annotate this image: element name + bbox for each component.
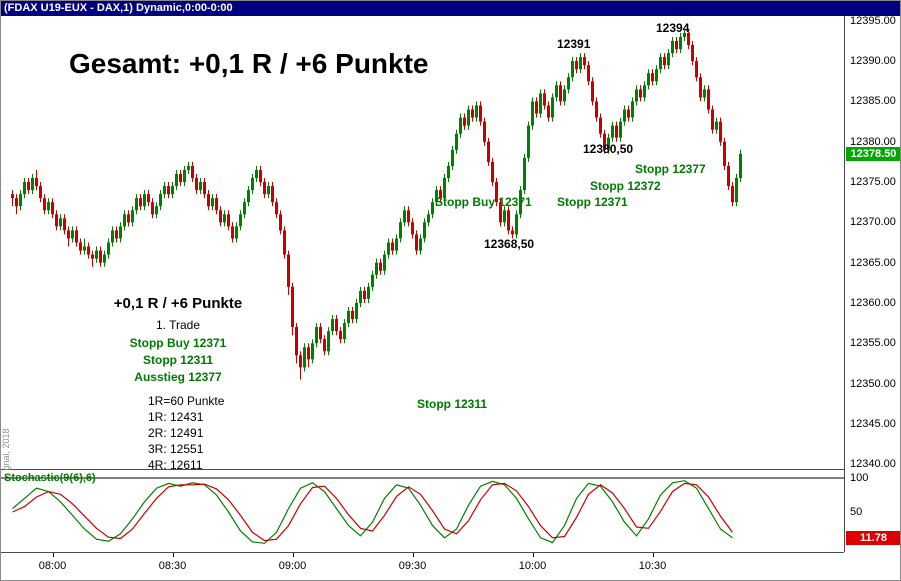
time-axis-label: 08:30 <box>158 560 187 572</box>
time-axis-label: 08:00 <box>38 560 67 572</box>
stoch-scale-50: 50 <box>850 506 863 518</box>
stop-level-label: Stopp 12311 <box>417 397 488 411</box>
time-axis-label: 09:00 <box>278 560 307 572</box>
price-axis-label: 12345.00 <box>850 418 896 430</box>
time-axis[interactable]: 08:00 08:30 09:00 09:30 10:00 10:30 <box>1 553 844 580</box>
price-axis-label: 12365.00 <box>850 257 896 269</box>
stop-level-label: Stopp Buy 12371 <box>435 195 532 209</box>
price-axis-label: 12375.00 <box>850 176 896 188</box>
price-axis[interactable]: 12395.00 12390.00 12385.00 12380.00 12375.00… <box>844 15 900 552</box>
stochastic-line-%K <box>12 480 733 544</box>
annotation-layer: Gesamt: +0,1 R / +6 Punkte +0,1 R / +6 P… <box>1 16 844 496</box>
chart-title: (FDAX U19-EUX - DAX,1) Dynamic,0:00-0:00 <box>4 2 233 14</box>
swing-price-label: 12380,50 <box>583 142 634 156</box>
time-axis-tick <box>292 553 294 557</box>
last-price-badge: 12378.50 <box>846 147 900 161</box>
risk-multiples-block: 1R=60 Punkte 1R: 12431 2R: 12491 3R: 125… <box>89 393 267 473</box>
stoch-value-badge: 11.78 <box>846 531 900 545</box>
title-bar: (FDAX U19-EUX - DAX,1) Dynamic,0:00-0:00 <box>1 1 900 16</box>
time-axis-label: 10:00 <box>518 560 547 572</box>
stochastic-label: Stochastic(9(6),6) <box>4 472 96 484</box>
price-axis-label: 12340.00 <box>850 458 896 470</box>
time-axis-tick <box>172 553 174 557</box>
time-axis-tick <box>412 553 414 557</box>
price-axis-label: 12350.00 <box>850 378 896 390</box>
time-axis-tick <box>532 553 534 557</box>
stop-level-label: Stopp 12371 <box>557 195 628 209</box>
price-axis-label: 12385.00 <box>850 95 896 107</box>
r-definition: 1R=60 Punkte <box>148 394 225 408</box>
price-axis-label: 12390.00 <box>850 55 896 67</box>
price-axis-label: 12360.00 <box>850 297 896 309</box>
r-level-3: 3R: 12551 <box>148 442 204 456</box>
trade-number: 1. Trade <box>155 318 201 332</box>
headline: Gesamt: +0,1 R / +6 Punkte <box>69 48 429 79</box>
price-axis-label: 12355.00 <box>850 337 896 349</box>
stop-level-label: Stopp 12372 <box>590 179 661 193</box>
price-axis-label: 12380.00 <box>850 136 896 148</box>
candlestick-chart[interactable] <box>1 16 844 469</box>
time-axis-label: 09:30 <box>398 560 427 572</box>
trade-stopp-buy-label: Stopp Buy 12371 <box>129 336 227 350</box>
swing-price-label: 12391 <box>557 37 591 51</box>
stochastic-line-%D <box>12 482 733 542</box>
time-axis-tick <box>52 553 54 557</box>
time-axis-tick <box>652 553 654 557</box>
price-axis-label: 12395.00 <box>850 15 896 27</box>
time-axis-label: 10:30 <box>638 560 667 572</box>
r-level-2: 2R: 12491 <box>148 426 204 440</box>
stochastic-chart[interactable] <box>1 470 844 552</box>
trade-summary-block: +0,1 R / +6 Punkte 1. Trade Stopp Buy 12… <box>89 296 267 473</box>
swing-price-label: 12394 <box>656 21 690 35</box>
trade-ausstieg-label: Ausstieg 12377 <box>134 370 222 384</box>
price-pane[interactable]: Gesamt: +0,1 R / +6 Punkte +0,1 R / +6 P… <box>1 16 844 496</box>
price-axis-label: 12370.00 <box>850 216 896 228</box>
swing-price-label: 12368,50 <box>484 237 535 251</box>
r-level-1: 1R: 12431 <box>148 410 204 424</box>
r-level-4: 4R: 12611 <box>148 458 203 472</box>
trade-result: +0,1 R / +6 Punkte <box>113 295 243 312</box>
stop-level-label: Stopp 12377 <box>635 162 706 176</box>
stochastic-pane[interactable]: Stochastic(9(6),6) <box>1 470 844 553</box>
stoch-scale-100: 100 <box>850 472 869 484</box>
trade-stopp-label: Stopp 12311 <box>142 353 214 367</box>
